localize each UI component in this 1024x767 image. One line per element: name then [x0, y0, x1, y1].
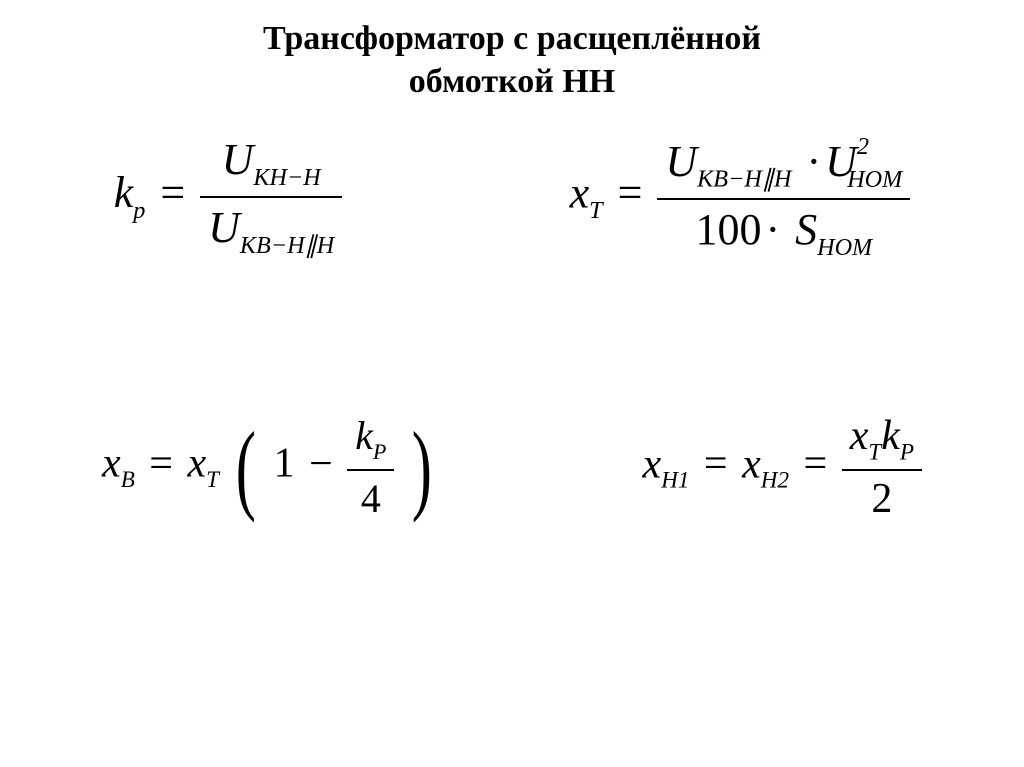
kp-fraction: UKH−H UKB−H∥H [200, 134, 342, 260]
xb-one: 1 [274, 441, 295, 487]
equation-row-1: kp = UKH−H UKB−H∥H xT = UKB−H∥H ·U2HOM [0, 133, 1024, 262]
xt-num-b-sub: HOM [847, 166, 902, 193]
title-line-2: обмоткой НН [409, 63, 615, 100]
xt-den-b-sub: HOM [817, 234, 872, 261]
xh-num-b-sub: P [900, 438, 914, 464]
xb-equals: = [145, 441, 177, 487]
xt-num-a-base: U [665, 137, 697, 186]
xh-a-base: x [643, 441, 662, 487]
xt-lhs-sub: T [589, 197, 602, 224]
xt-den-b-base: S [795, 205, 817, 254]
xh-equals-1: = [700, 441, 732, 487]
equation-xh: xH1 = xH2 = xTkP 2 [643, 412, 922, 523]
xt-equals: = [614, 168, 647, 217]
xt-den-mult: · [761, 205, 784, 254]
title-line-1: Трансформатор с расщеплённой [263, 20, 761, 57]
xt-fraction: UKB−H∥H ·U2HOM 100· SHOM [657, 133, 910, 262]
xb-frac-num: kP [347, 412, 394, 471]
kp-lhs-base: k [114, 168, 134, 217]
xb-lhs-base: x [102, 441, 121, 487]
xh-b-base: x [742, 441, 761, 487]
xb-frac-num-sub: P [373, 439, 386, 464]
kp-equals: = [156, 168, 189, 217]
xt-denominator: 100· SHOM [657, 200, 910, 262]
page-title: Трансформатор с расщеплённой обмоткой НН [0, 0, 1024, 103]
kp-num-base: U [222, 135, 254, 184]
equation-kp: kp = UKH−H UKB−H∥H [114, 134, 343, 260]
kp-den-base: U [208, 203, 240, 252]
xh-denominator: 2 [842, 471, 922, 523]
xh-b-sub: H2 [761, 466, 789, 492]
xb-frac-den: 4 [347, 471, 394, 522]
xh-num-a-sub: T [868, 438, 881, 464]
xt-num-b-sup: 2 [857, 133, 869, 160]
kp-lhs-sub: p [133, 197, 145, 224]
xh-equals-2: = [800, 441, 832, 487]
equation-xt: xT = UKB−H∥H ·U2HOM 100· SHOM [570, 133, 911, 262]
right-paren-icon: ) [412, 417, 432, 518]
kp-denominator: UKB−H∥H [200, 198, 342, 260]
xh-num-b-base: k [881, 413, 900, 459]
xt-num-mult: · [802, 137, 825, 186]
kp-den-sub: KB−H∥H [240, 232, 334, 259]
slide: Трансформатор с расщеплённой обмоткой НН… [0, 0, 1024, 767]
equation-row-2: xB = xT ( 1 − kP 4 ) xH1 = xH2 = xTkP [0, 412, 1024, 523]
xb-minus: − [305, 441, 337, 487]
xt-den-100: 100 [695, 205, 761, 254]
xh-numerator: xTkP [842, 412, 922, 471]
xh-a-sub: H1 [661, 466, 689, 492]
kp-numerator: UKH−H [200, 134, 342, 198]
xb-rhs-a-base: x [187, 441, 206, 487]
xt-numerator: UKB−H∥H ·U2HOM [657, 133, 910, 200]
equation-xb: xB = xT ( 1 − kP 4 ) [102, 412, 438, 522]
xb-rhs-a-sub: T [206, 466, 219, 492]
xb-fraction: kP 4 [347, 412, 394, 522]
xt-num-a-sub: KB−H∥H [697, 166, 791, 193]
xb-lhs-sub: B [121, 466, 135, 492]
left-paren-icon: ( [236, 417, 256, 518]
xh-fraction: xTkP 2 [842, 412, 922, 523]
xh-num-a-base: x [850, 413, 869, 459]
kp-num-sub: KH−H [253, 164, 320, 191]
xt-lhs-base: x [570, 168, 590, 217]
xb-frac-num-base: k [355, 413, 373, 458]
